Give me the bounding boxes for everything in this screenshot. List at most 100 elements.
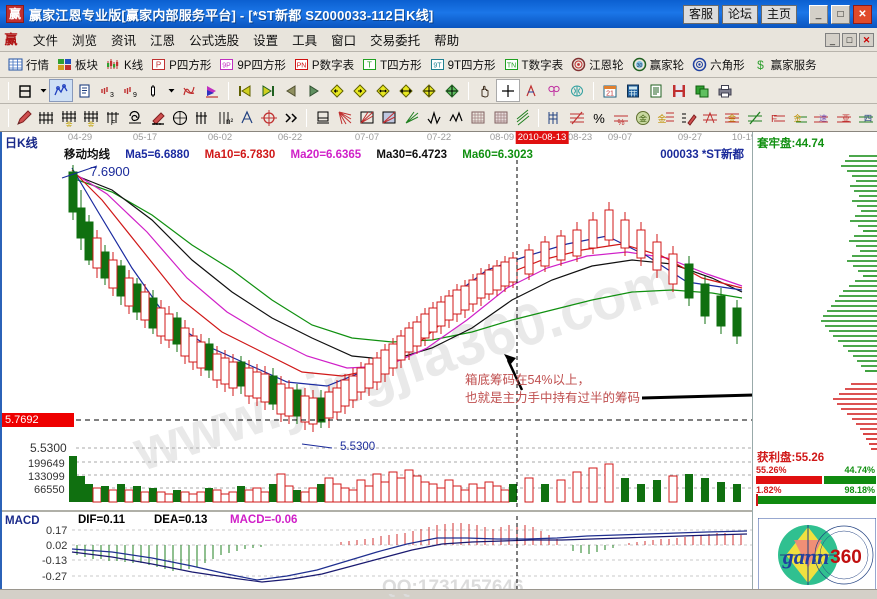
gann-fan-icon[interactable] <box>35 106 57 129</box>
toolbar-button-t-number-table[interactable]: TN T数字表 <box>500 56 568 74</box>
toolbar-button-winner-service[interactable]: $ 赢家服务 <box>749 56 821 74</box>
zoom-left-icon[interactable] <box>326 80 348 101</box>
percent-icon[interactable]: % <box>588 106 610 129</box>
zoom-right-icon[interactable] <box>349 80 371 101</box>
toolbar-button-gann-wheel[interactable]: 江恩轮 <box>567 56 628 74</box>
toolbar-button-blocks[interactable]: 板块 <box>53 56 102 74</box>
menu-item-browse[interactable]: 浏览 <box>72 34 98 48</box>
gold-trend-icon[interactable]: 金 <box>788 106 810 129</box>
pencil-icon[interactable] <box>13 106 35 129</box>
f-line-icon[interactable]: F <box>766 106 788 129</box>
fork-icon[interactable] <box>191 106 213 129</box>
toolbar-button-kline[interactable]: K线 <box>102 56 147 74</box>
chart-area[interactable]: www.yingjia360.com QQ:1731457646 04-29 0… <box>0 131 877 598</box>
next-icon[interactable] <box>303 80 325 101</box>
toolbar-button-quotes[interactable]: 行情 <box>4 56 53 74</box>
menu-item-news[interactable]: 资讯 <box>111 34 137 48</box>
fan-box-icon[interactable] <box>356 106 378 129</box>
gann-grid-gold2-icon[interactable]: 金 <box>80 106 102 129</box>
toolbar-button-p-number-table[interactable]: PN P数字表 <box>290 56 358 74</box>
expand-all-icon[interactable] <box>418 80 440 101</box>
n2-icon[interactable]: n² <box>213 106 235 129</box>
zigzag-icon[interactable] <box>423 106 445 129</box>
gann-grid-gold-icon[interactable]: 金 <box>58 106 80 129</box>
calendar-period-icon[interactable] <box>14 80 36 101</box>
hand-pan-icon[interactable] <box>474 80 496 101</box>
wave-icon[interactable] <box>445 106 467 129</box>
parallel-icon[interactable] <box>512 106 534 129</box>
gold-circle-icon[interactable]: 金 <box>632 106 654 129</box>
expand-h-icon[interactable] <box>395 80 417 101</box>
menu-item-settings[interactable]: 设置 <box>253 34 279 48</box>
price-chart-pane[interactable]: www.yingjia360.com QQ:1731457646 04-29 0… <box>2 131 770 598</box>
gold-tool-icon[interactable]: 金 <box>721 106 743 129</box>
toolbar-button-t-square[interactable]: T T四方形 <box>358 56 426 74</box>
chip-distribution-pane[interactable]: 套牢盘:44.74 <box>752 132 877 594</box>
first-page-icon[interactable] <box>234 80 256 101</box>
channel-icon[interactable]: 四 <box>855 106 877 129</box>
gann-f-icon[interactable]: F <box>102 106 124 129</box>
speed-line-icon[interactable]: 速 <box>810 106 832 129</box>
mdi-minimize-button[interactable]: _ <box>825 32 840 47</box>
rect-tool-icon[interactable] <box>311 106 333 129</box>
trend-line-icon[interactable] <box>744 106 766 129</box>
mdi-close-button[interactable]: ✕ <box>859 32 874 47</box>
percent-fib-icon[interactable] <box>565 106 587 129</box>
mdi-restore-button[interactable]: □ <box>842 32 857 47</box>
pattern-icon[interactable] <box>178 80 200 101</box>
ladder-icon[interactable] <box>543 106 565 129</box>
notes-icon[interactable] <box>645 80 667 101</box>
grid-tool2-icon[interactable] <box>490 106 512 129</box>
close-button[interactable]: ✕ <box>853 4 872 24</box>
clipboard-icon[interactable] <box>73 80 95 101</box>
menu-item-file[interactable]: 文件 <box>33 34 59 48</box>
fan-red2-icon[interactable]: 亚 <box>833 106 855 129</box>
fan-line-icon[interactable] <box>401 106 423 129</box>
save-red-icon[interactable] <box>668 80 690 101</box>
brain-icon[interactable] <box>566 80 588 101</box>
fan-red-icon[interactable] <box>334 106 356 129</box>
toolbar-button-hexagon[interactable]: 六角形 <box>688 56 749 74</box>
menu-item-formula-stock-pick[interactable]: 公式选股 <box>189 34 240 48</box>
crosshair-icon[interactable] <box>496 79 520 102</box>
dropdown-arrow-icon[interactable] <box>37 80 49 101</box>
zoom-h-icon[interactable] <box>372 80 394 101</box>
fan-square-icon[interactable] <box>378 106 400 129</box>
menu-item-window[interactable]: 窗口 <box>331 34 357 48</box>
toolbar-button-9p-square[interactable]: 9P 9P四方形 <box>215 56 290 74</box>
percent-line-icon[interactable]: % <box>610 106 632 129</box>
menu-item-tools[interactable]: 工具 <box>292 34 318 48</box>
grid-tool-icon[interactable] <box>467 106 489 129</box>
calendar21-icon[interactable]: 21 <box>599 80 621 101</box>
menu-item-gann[interactable]: 江恩 <box>150 34 176 48</box>
brush-icon[interactable] <box>147 106 169 129</box>
last-page-icon[interactable] <box>257 80 279 101</box>
maximize-button[interactable]: □ <box>831 4 850 24</box>
calculator-icon[interactable] <box>622 80 644 101</box>
pen-red-icon[interactable] <box>677 106 699 129</box>
more-icon[interactable] <box>280 106 302 129</box>
kline3-icon[interactable]: 3 <box>96 80 118 101</box>
prev-icon[interactable] <box>280 80 302 101</box>
multi-chart-icon[interactable] <box>49 79 73 102</box>
print-icon[interactable] <box>714 80 736 101</box>
single-bar-icon[interactable] <box>142 80 164 101</box>
customer-service-button[interactable]: 客服 <box>682 4 719 24</box>
measure-icon[interactable] <box>520 80 542 101</box>
toolbar-button-9t-square[interactable]: 9T 9T四方形 <box>426 56 500 74</box>
flower-icon[interactable] <box>543 80 565 101</box>
color-chart-icon[interactable] <box>201 80 223 101</box>
arrow-tool-icon[interactable] <box>699 106 721 129</box>
homepage-button[interactable]: 主页 <box>760 4 797 24</box>
copy-icon[interactable] <box>691 80 713 101</box>
minimize-button[interactable]: _ <box>809 4 828 24</box>
dropdown-arrow2-icon[interactable] <box>165 80 177 101</box>
menu-item-trading[interactable]: 交易委托 <box>370 34 421 48</box>
expand-full-icon[interactable] <box>441 80 463 101</box>
menu-item-help[interactable]: 帮助 <box>434 34 460 48</box>
gold-line-icon[interactable]: 金 <box>654 106 676 129</box>
circle-cross-icon[interactable] <box>169 106 191 129</box>
toolbar-button-p-square[interactable]: P P四方形 <box>147 56 215 74</box>
toolbar-button-winner-wheel[interactable]: 30 赢家轮 <box>628 56 689 74</box>
forum-button[interactable]: 论坛 <box>721 4 758 24</box>
